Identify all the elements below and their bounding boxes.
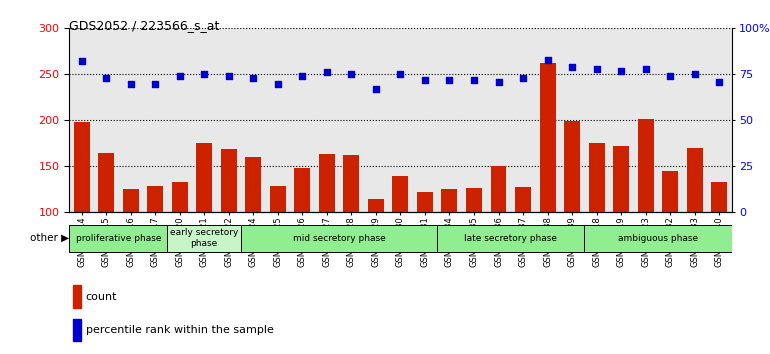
FancyBboxPatch shape (69, 224, 167, 252)
Point (394, 72, 407, 77)
Text: count: count (86, 292, 117, 302)
Bar (343, 155, 360, 304)
Point (100, 75, 112, 81)
Bar (564, 121, 580, 304)
Point (615, 68, 628, 74)
Text: late secretory phase: late secretory phase (464, 234, 557, 242)
Point (247, 75, 259, 81)
Point (664, 73, 676, 79)
Point (468, 77, 480, 83)
Bar (122, 189, 139, 304)
Point (640, 66, 652, 72)
Bar (74, 122, 89, 304)
Bar (368, 199, 384, 304)
Point (223, 73, 235, 79)
Bar (466, 188, 482, 304)
Text: ambiguous phase: ambiguous phase (618, 234, 698, 242)
Bar (246, 157, 261, 304)
Bar (490, 166, 507, 304)
Bar (687, 148, 703, 304)
Point (370, 86, 382, 92)
Point (517, 75, 529, 81)
Point (713, 79, 725, 85)
Bar (319, 154, 335, 304)
Bar (172, 182, 188, 304)
Point (345, 72, 357, 77)
Bar (270, 186, 286, 304)
Bar (294, 168, 310, 304)
Point (198, 72, 210, 77)
Point (272, 81, 284, 86)
Point (688, 72, 701, 77)
Bar (221, 149, 236, 304)
Point (173, 73, 186, 79)
Text: mid secretory phase: mid secretory phase (293, 234, 386, 242)
Bar (662, 171, 678, 304)
Bar (588, 143, 604, 304)
Bar (196, 143, 213, 304)
Bar (515, 187, 531, 304)
Point (75, 59, 88, 64)
Bar (613, 146, 629, 304)
FancyBboxPatch shape (167, 224, 241, 252)
Text: early secretory
phase: early secretory phase (170, 228, 239, 248)
Point (591, 66, 603, 72)
Bar (540, 63, 555, 304)
Text: GDS2052 / 223566_s_at: GDS2052 / 223566_s_at (69, 19, 219, 33)
Bar (393, 176, 408, 304)
Bar (711, 182, 727, 304)
Point (149, 81, 161, 86)
Bar (72, 285, 81, 308)
Bar (72, 319, 81, 341)
Point (296, 73, 309, 79)
Point (541, 57, 554, 62)
Bar (98, 153, 114, 304)
Point (320, 70, 333, 75)
Bar (441, 189, 457, 304)
Bar (147, 186, 163, 304)
Text: percentile rank within the sample: percentile rank within the sample (86, 325, 273, 335)
FancyBboxPatch shape (241, 224, 437, 252)
FancyBboxPatch shape (437, 224, 584, 252)
Point (566, 64, 578, 70)
Point (492, 79, 504, 85)
Bar (638, 119, 654, 304)
Point (419, 77, 431, 83)
Point (444, 77, 456, 83)
Point (125, 81, 137, 86)
Text: proliferative phase: proliferative phase (75, 234, 161, 242)
FancyBboxPatch shape (584, 224, 731, 252)
Bar (417, 192, 433, 304)
Text: other ▶: other ▶ (31, 233, 69, 243)
